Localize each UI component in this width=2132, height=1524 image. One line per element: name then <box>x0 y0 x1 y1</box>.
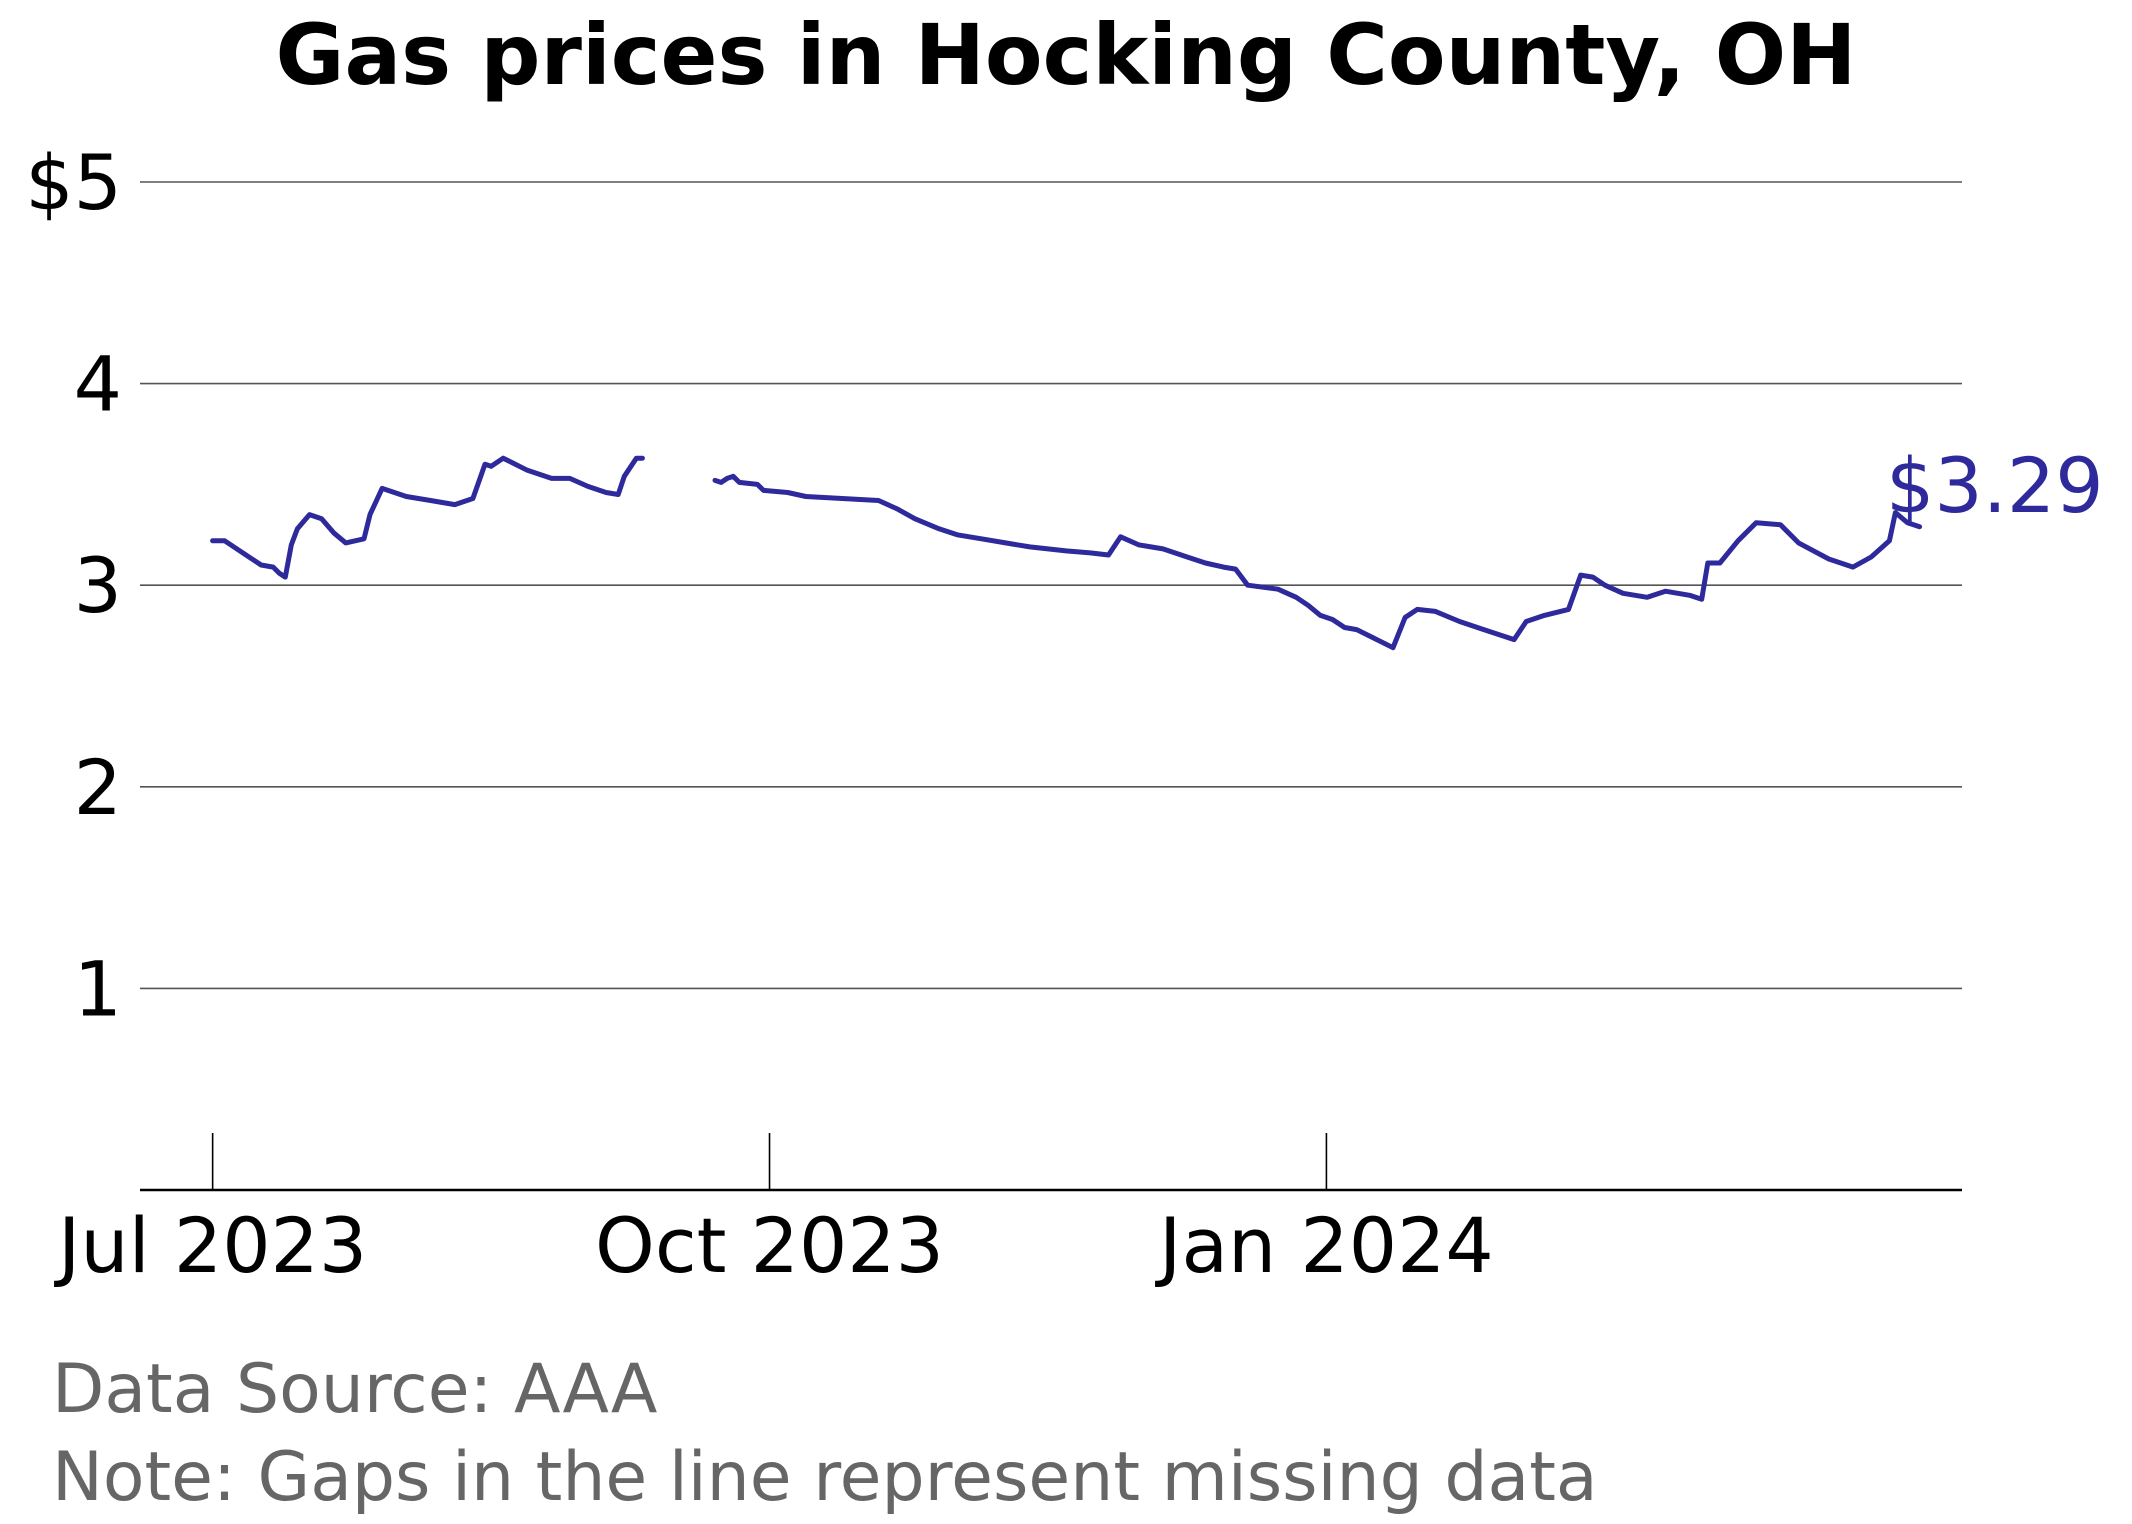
x-tick-label: Jul 2023 <box>54 1201 367 1290</box>
x-tick-label: Jan 2024 <box>1155 1201 1494 1290</box>
y-axis-tick-labels: 1 2 3 4 $5 <box>25 138 122 1033</box>
y-tick-label: $5 <box>25 138 122 227</box>
latest-price-label: $3.29 <box>1886 441 2104 530</box>
missing-data-note: Note: Gaps in the line represent missing… <box>52 1438 1598 1517</box>
series-line-segment <box>712 473 1923 651</box>
y-tick-label: 1 <box>74 944 122 1033</box>
y-tick-label: 4 <box>74 340 122 429</box>
data-source-note: Data Source: AAA <box>52 1350 657 1429</box>
price-series <box>210 455 1923 651</box>
x-axis-ticks: Jul 2023 Oct 2023 Jan 2024 <box>54 1133 1494 1290</box>
x-tick-label: Oct 2023 <box>595 1201 944 1290</box>
chart-title: Gas prices in Hocking County, OH <box>276 6 1857 104</box>
y-tick-label: 2 <box>74 743 122 832</box>
gridlines <box>140 181 1962 990</box>
y-tick-label: 3 <box>74 541 122 630</box>
series-line-segment <box>210 455 645 580</box>
